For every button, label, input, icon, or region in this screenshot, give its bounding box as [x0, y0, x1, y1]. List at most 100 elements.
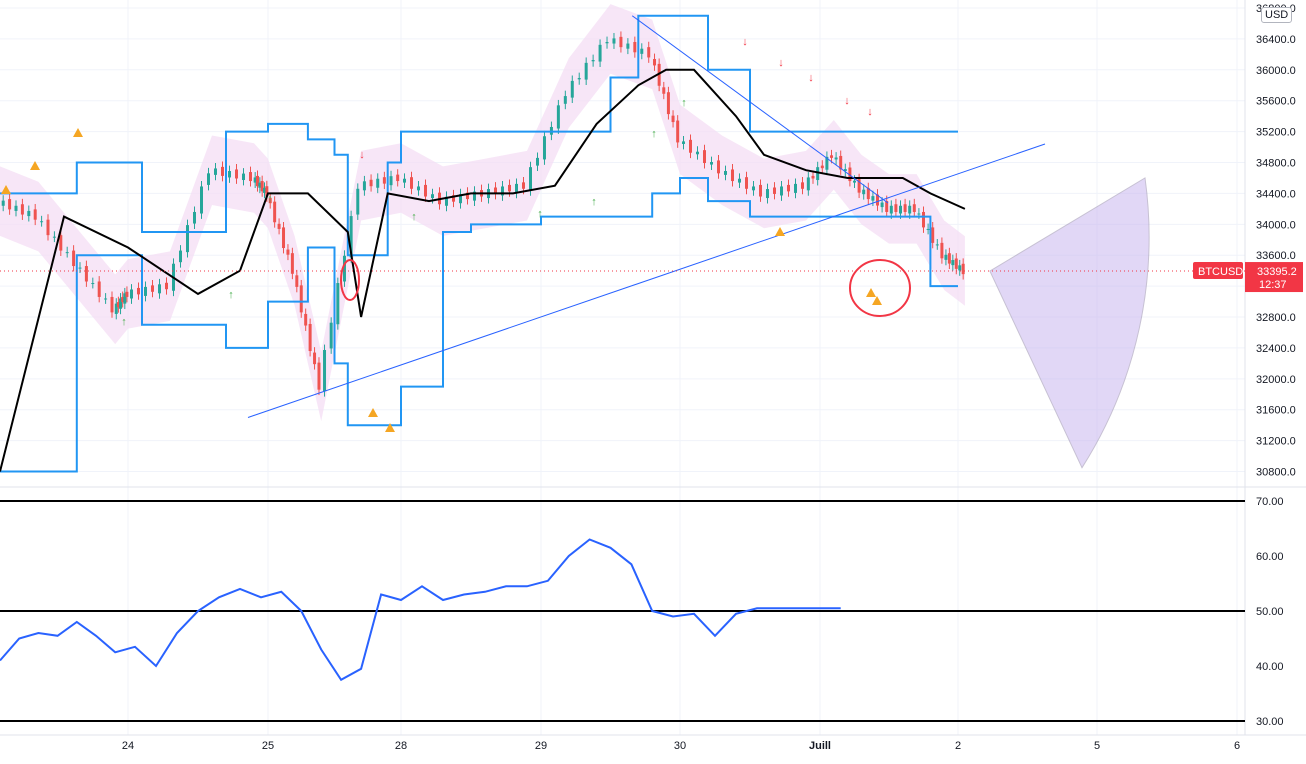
candle-body	[640, 48, 644, 54]
candle-body	[263, 187, 266, 193]
candle-body	[794, 183, 797, 193]
time-tick-label: 5	[1094, 740, 1100, 752]
warning-icon	[385, 423, 395, 432]
candle-body	[342, 255, 346, 282]
warning-icon	[775, 227, 785, 236]
candle-body	[308, 323, 312, 352]
candle-body	[104, 298, 108, 300]
candle-body	[848, 167, 852, 182]
candle-body	[780, 186, 783, 196]
candle-body	[286, 249, 290, 255]
candle-body	[258, 182, 262, 188]
candle-body	[144, 286, 147, 296]
candle-body	[671, 115, 675, 123]
candle-body	[522, 182, 525, 189]
time-tick-label: 6	[1234, 740, 1240, 752]
candle-body	[738, 178, 741, 183]
candle-body	[452, 195, 455, 202]
candle-body	[431, 194, 434, 199]
time-tick-label: 24	[122, 740, 134, 752]
oscillator-tick-label: 60.00	[1256, 551, 1284, 563]
candle-body	[811, 175, 815, 179]
price-tick-label: 33600.0	[1256, 250, 1296, 262]
candle-body	[954, 258, 958, 269]
candle-body	[260, 181, 264, 192]
candle-body	[724, 171, 727, 175]
candle-body	[689, 139, 692, 153]
candle-body	[908, 205, 912, 214]
candle-body	[816, 167, 820, 181]
warning-icon	[368, 408, 378, 417]
circle-marker	[849, 259, 911, 317]
candle-body	[403, 178, 406, 183]
candle-body	[773, 187, 776, 194]
support-trendline	[247, 143, 1046, 418]
candle-body	[598, 44, 602, 62]
candle-body	[121, 296, 125, 303]
candle-body	[40, 221, 44, 223]
candle-body	[591, 60, 595, 62]
candle-body	[752, 186, 755, 191]
oscillator-tick-label: 50.00	[1256, 606, 1284, 618]
down-arrow-icon: ↓	[844, 95, 850, 107]
candle-body	[633, 41, 637, 53]
candle-body	[396, 174, 400, 182]
candle-body	[787, 184, 790, 192]
candle-body	[653, 58, 657, 66]
candle-body	[97, 281, 101, 297]
candle-body	[200, 186, 203, 214]
candle-body	[329, 322, 333, 349]
candle-body	[221, 166, 224, 176]
time-tick-label: 28	[395, 740, 407, 752]
candle-body	[186, 225, 189, 253]
candle-body	[570, 80, 574, 98]
candle-body	[745, 177, 748, 189]
candle-body	[766, 189, 769, 199]
candle-body	[871, 196, 875, 201]
candle-body	[277, 223, 281, 229]
cloud-layer	[0, 4, 965, 422]
candle-body	[731, 169, 734, 182]
candle-body	[33, 209, 37, 220]
candle-body	[717, 160, 720, 174]
time-tick-label: 30	[674, 740, 686, 752]
price-value: 33395.2	[1257, 266, 1297, 278]
candle-body	[806, 177, 810, 191]
candle-body	[445, 196, 448, 206]
candle-body	[91, 283, 95, 285]
up-arrow-icon: ↑	[121, 316, 127, 328]
candle-body	[515, 183, 518, 193]
time-tick-label: Juill	[809, 740, 831, 752]
candle-body	[605, 41, 609, 44]
candle-body	[1, 200, 5, 206]
channel-upper-line	[0, 14, 958, 257]
up-arrow-icon: ↑	[267, 193, 273, 205]
warning-icon	[866, 288, 876, 297]
candle-body	[336, 283, 340, 325]
oscillator-layer	[0, 500, 1245, 722]
price-tick-label: 34800.0	[1256, 158, 1296, 170]
candle-body	[207, 173, 210, 185]
candle-body	[508, 184, 511, 192]
candle-body	[619, 36, 623, 48]
candle-body	[866, 188, 870, 200]
candle-body	[501, 186, 504, 196]
candle-body	[885, 201, 889, 212]
candle-body	[125, 291, 129, 297]
candle-body	[362, 181, 366, 191]
candle-body	[256, 175, 259, 187]
candle-body	[577, 78, 581, 80]
candle-body	[110, 296, 114, 313]
candle-body	[268, 198, 272, 204]
warning-icon	[30, 161, 40, 170]
candle-body	[944, 254, 948, 260]
candle-body	[951, 260, 955, 266]
candle-body	[313, 352, 317, 365]
currency-badge[interactable]: USD	[1261, 7, 1293, 23]
candle-body	[119, 298, 123, 309]
candle-body	[72, 250, 76, 267]
candle-body	[14, 205, 18, 211]
candle-body	[8, 199, 12, 210]
candle-body	[214, 168, 217, 175]
